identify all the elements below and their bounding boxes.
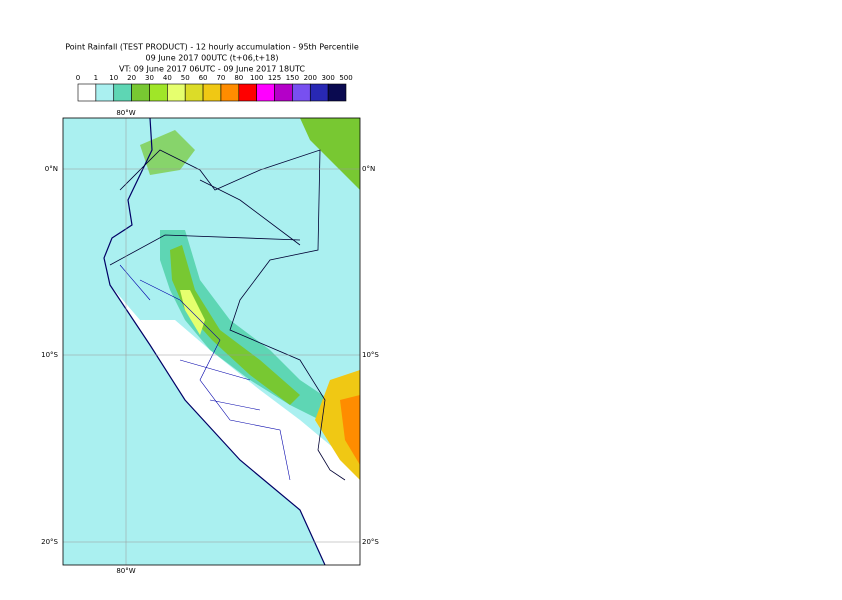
regions xyxy=(119,264,291,481)
map xyxy=(63,118,360,565)
colorbar-label: 125 xyxy=(268,74,281,82)
lat-label: 20°S xyxy=(41,538,58,546)
coastline xyxy=(103,118,326,565)
colorbar-cell xyxy=(77,83,97,102)
lon-label: 80°W xyxy=(116,109,135,117)
lat-label: 10°S xyxy=(41,351,58,359)
colorbar-label: 100 xyxy=(250,74,263,82)
colorbar-label: 1 xyxy=(94,74,98,82)
colorbar-cell xyxy=(256,83,275,102)
rain-band xyxy=(340,395,360,465)
colorbar-cell xyxy=(184,83,204,102)
colorbar-cell xyxy=(95,83,115,102)
colorbar-label: 20 xyxy=(127,74,136,82)
lon-label: 80°W xyxy=(116,567,135,575)
lat-label: 0°N xyxy=(362,165,375,173)
rain-band xyxy=(300,118,360,190)
colorbar-label: 60 xyxy=(199,74,208,82)
rain-band xyxy=(160,230,330,420)
colorbar-label: 0 xyxy=(76,74,80,82)
colorbar-label: 150 xyxy=(286,74,299,82)
colorbar-cell xyxy=(238,83,257,102)
colorbar-cell xyxy=(292,83,311,102)
colorbar: 0 1 10 20 30 40 50 60 70 80 100 125 150 200 300 500 xyxy=(76,74,353,102)
colorbar-cell xyxy=(131,83,150,102)
rain-band xyxy=(170,245,300,405)
colorbar-label: 500 xyxy=(339,74,352,82)
borders xyxy=(109,149,346,481)
colorbar-cell xyxy=(113,83,132,102)
colorbar-label: 10 xyxy=(109,74,118,82)
colorbar-cell xyxy=(327,83,347,102)
map-frame xyxy=(62,117,361,566)
colorbar-label: 50 xyxy=(181,74,190,82)
colorbar-cell xyxy=(220,83,240,102)
rain-band xyxy=(315,370,360,480)
colorbar-label: 30 xyxy=(145,74,154,82)
colorbar-cell xyxy=(149,83,168,102)
colorbar-cell xyxy=(274,83,293,102)
colorbar-label: 200 xyxy=(304,74,317,82)
colorbar-label: 70 xyxy=(216,74,225,82)
title-line: 09 June 2017 00UTC (t+06,t+18) xyxy=(146,54,279,63)
colorbar-label: 40 xyxy=(163,74,172,82)
colorbar-label: 80 xyxy=(234,74,243,82)
colorbar-label: 300 xyxy=(321,74,334,82)
colorbar-cell xyxy=(309,83,329,102)
colorbar-cell xyxy=(167,83,186,102)
title-line: Point Rainfall (TEST PRODUCT) - 12 hourl… xyxy=(65,43,359,52)
lat-label: 10°S xyxy=(362,351,379,359)
title-line: VT: 09 June 2017 06UTC - 09 June 2017 18… xyxy=(119,65,305,74)
colorbar-cell xyxy=(202,83,222,102)
lat-label: 20°S xyxy=(362,538,379,546)
lat-label: 0°N xyxy=(45,165,58,173)
rain-band xyxy=(140,130,195,175)
